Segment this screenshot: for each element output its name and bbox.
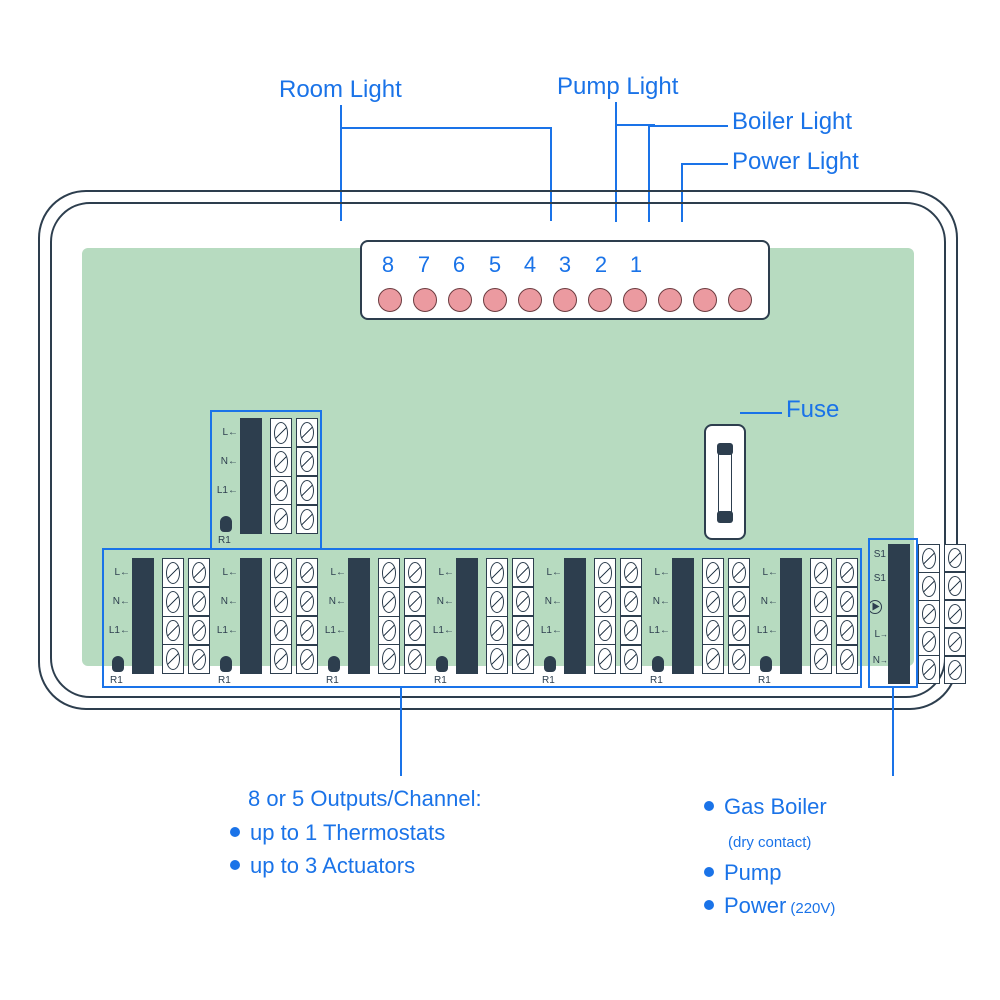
label-power-light: Power Light	[732, 148, 859, 176]
fuse-tube	[718, 444, 732, 522]
led-num: 8	[376, 252, 400, 278]
led-num: 5	[483, 252, 507, 278]
highlight-power	[868, 538, 918, 688]
enclosure: 8 7 6 5 4 3 2 1 L← N← L1← R1	[38, 190, 958, 710]
led-num: 4	[518, 252, 542, 278]
label-room-light: Room Light	[279, 76, 402, 104]
legend-item: Pump	[700, 856, 980, 889]
legend-heading: 8 or 5 Outputs/Channel:	[248, 786, 586, 812]
legend-item: Power(220V)	[700, 889, 980, 922]
highlight-outputs	[102, 548, 862, 688]
legend-item: Gas Boiler(dry contact)	[700, 790, 980, 856]
led-num: 1	[624, 252, 648, 278]
led-3	[553, 288, 577, 312]
led-num: 3	[553, 252, 577, 278]
led-num: 6	[447, 252, 471, 278]
legend-item: up to 1 Thermostats	[226, 816, 586, 849]
label-boiler-light: Boiler Light	[732, 108, 852, 136]
led-numbers: 8 7 6 5 4 3 2 1	[376, 252, 656, 276]
label-fuse: Fuse	[786, 396, 839, 424]
led-2	[588, 288, 612, 312]
fuse-holder	[704, 424, 746, 540]
legend-outputs: 8 or 5 Outputs/Channel: up to 1 Thermost…	[226, 786, 586, 882]
led-7	[413, 288, 437, 312]
led-4	[518, 288, 542, 312]
legend-sub: (220V)	[790, 900, 835, 917]
highlight-outputs-upper	[210, 410, 322, 550]
led-8	[378, 288, 402, 312]
led-row	[378, 288, 752, 312]
legend-power: Gas Boiler(dry contact) Pump Power(220V)	[700, 786, 980, 922]
label-pump-light: Pump Light	[557, 73, 678, 101]
led-5	[483, 288, 507, 312]
led-pump	[658, 288, 682, 312]
led-power	[728, 288, 752, 312]
callout-line	[648, 125, 728, 127]
led-boiler	[693, 288, 717, 312]
callout-line	[400, 686, 402, 776]
callout-line	[340, 127, 550, 129]
led-6	[448, 288, 472, 312]
led-1	[623, 288, 647, 312]
callout-line	[681, 163, 728, 165]
led-num: 7	[412, 252, 436, 278]
callout-line	[740, 412, 782, 414]
led-num: 2	[589, 252, 613, 278]
legend-item: up to 3 Actuators	[226, 849, 586, 882]
callout-line	[340, 105, 342, 127]
legend-sub: (dry contact)	[728, 834, 811, 851]
callout-line	[615, 102, 617, 124]
pcb-board: 8 7 6 5 4 3 2 1 L← N← L1← R1	[82, 248, 914, 666]
callout-line	[892, 686, 894, 776]
enclosure-inner: 8 7 6 5 4 3 2 1 L← N← L1← R1	[50, 202, 946, 698]
